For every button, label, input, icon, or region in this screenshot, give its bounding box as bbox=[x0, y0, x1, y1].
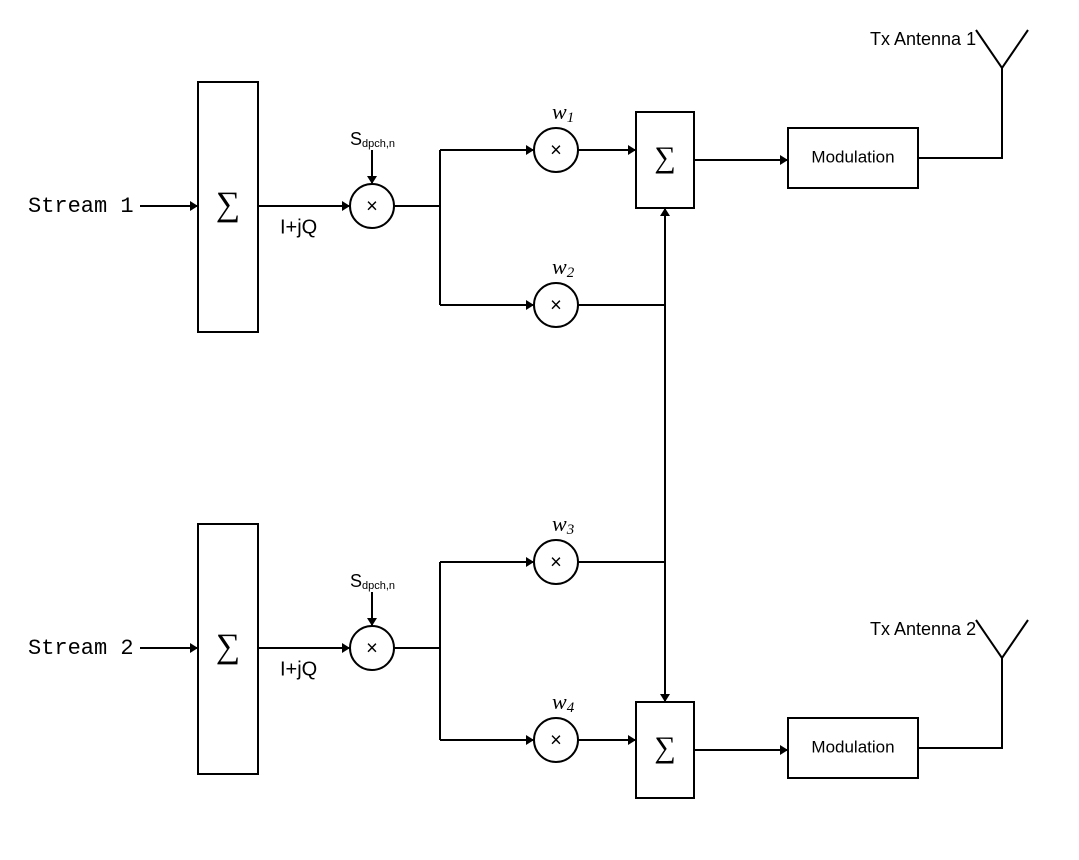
arrowhead-icon bbox=[342, 201, 350, 211]
diagram-label: I+jQ bbox=[280, 658, 317, 680]
diagram-label: Stream 1 bbox=[28, 194, 134, 219]
diagram-label: Stream 2 bbox=[28, 636, 134, 661]
arrowhead-icon bbox=[780, 155, 788, 165]
diagram-label: w3 bbox=[552, 511, 574, 538]
diagram-label: × bbox=[550, 139, 562, 161]
diagram-label: Sdpch,n bbox=[350, 571, 395, 592]
wire bbox=[918, 68, 1002, 158]
wire bbox=[976, 620, 1028, 658]
diagram-label: ∑ bbox=[654, 141, 675, 174]
arrowhead-icon bbox=[660, 208, 670, 216]
diagram-label: ∑ bbox=[216, 628, 240, 665]
wire bbox=[578, 305, 665, 702]
diagram-label: × bbox=[550, 294, 562, 316]
diagram-label: Tx Antenna 1 bbox=[870, 29, 976, 49]
arrowhead-icon bbox=[190, 643, 198, 653]
arrowhead-icon bbox=[628, 735, 636, 745]
diagram-label: w2 bbox=[552, 254, 575, 281]
diagram-label: Sdpch,n bbox=[350, 129, 395, 150]
wire bbox=[918, 658, 1002, 748]
diagram-label: w4 bbox=[552, 689, 575, 716]
diagram-label: ∑ bbox=[216, 186, 240, 223]
arrowhead-icon bbox=[190, 201, 198, 211]
arrowhead-icon bbox=[526, 145, 534, 155]
arrowhead-icon bbox=[628, 145, 636, 155]
diagram-label: × bbox=[550, 729, 562, 751]
diagram-label: Tx Antenna 2 bbox=[870, 619, 976, 639]
arrowhead-icon bbox=[660, 694, 670, 702]
arrowhead-icon bbox=[526, 300, 534, 310]
diagram-label: ∑ bbox=[654, 731, 675, 764]
diagram-label: I+jQ bbox=[280, 216, 317, 238]
arrowhead-icon bbox=[780, 745, 788, 755]
arrowhead-icon bbox=[367, 176, 377, 184]
arrowhead-icon bbox=[526, 735, 534, 745]
diagram-label: Modulation bbox=[811, 147, 894, 166]
diagram-label: × bbox=[366, 637, 378, 659]
wire bbox=[578, 208, 665, 562]
wire bbox=[976, 30, 1028, 68]
diagram-label: Modulation bbox=[811, 737, 894, 756]
diagram-label: × bbox=[366, 195, 378, 217]
diagram-label: w1 bbox=[552, 99, 574, 126]
arrowhead-icon bbox=[526, 557, 534, 567]
arrowhead-icon bbox=[367, 618, 377, 626]
arrowhead-icon bbox=[342, 643, 350, 653]
diagram-label: × bbox=[550, 551, 562, 573]
